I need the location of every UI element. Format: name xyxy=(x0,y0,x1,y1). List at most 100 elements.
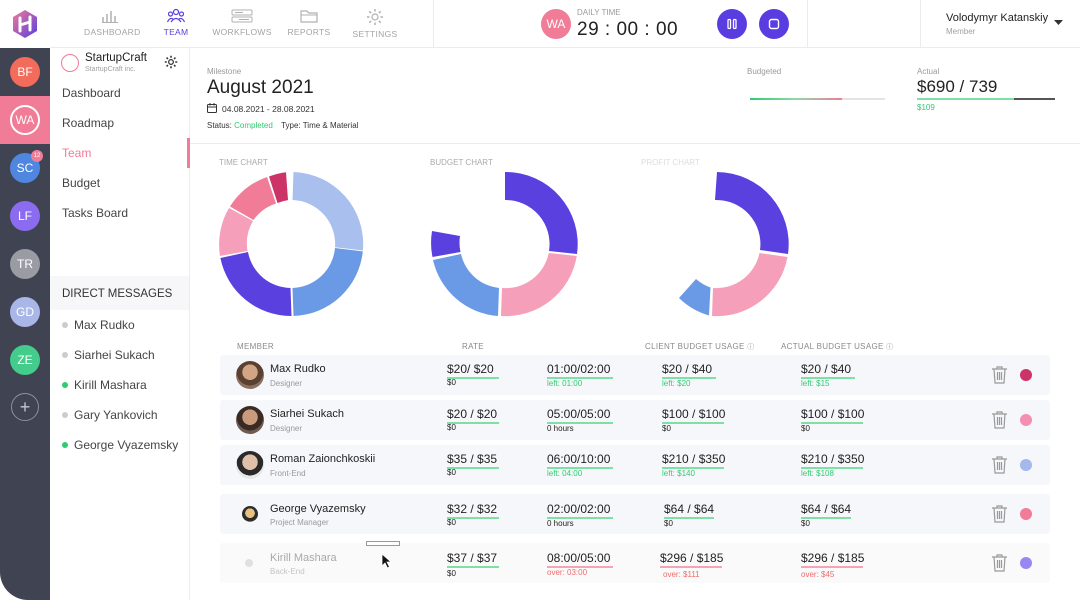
col-header-actual-budget: ACTUAL BUDGET USAGE ⓘ xyxy=(781,342,893,352)
workspace-avatar-tr[interactable]: TR xyxy=(10,249,40,279)
member-name: Kirill Mashara xyxy=(270,552,337,564)
pause-button[interactable] xyxy=(717,9,747,39)
rate-underline xyxy=(447,377,499,379)
time-slice xyxy=(220,252,292,317)
actual-budget-value: $64 / $64 xyxy=(801,502,852,516)
nav-label: DASHBOARD xyxy=(84,27,141,37)
table-row[interactable]: Kirill Mashara Back-End $37 / $37 $0 08:… xyxy=(220,541,1050,583)
notification-badge: 12 xyxy=(31,150,43,162)
nav-workflows[interactable]: WORKFLOWS xyxy=(212,8,272,37)
presence-dot xyxy=(62,322,68,328)
timer-value: 29 : 00 : 00 xyxy=(577,19,679,40)
time-underline xyxy=(547,467,613,469)
rate-underline xyxy=(447,566,499,568)
trash-icon[interactable] xyxy=(991,366,1008,384)
workspace-avatar-lf[interactable]: LF xyxy=(10,201,40,231)
nav-reports[interactable]: REPORTS xyxy=(286,8,332,37)
time-value: 01:00/02:00 xyxy=(547,362,611,376)
nav-team[interactable]: TEAM xyxy=(158,8,194,37)
nav-label: TEAM xyxy=(163,27,189,37)
time-slice xyxy=(292,248,363,316)
info-icon[interactable]: ⓘ xyxy=(747,344,755,351)
col-header-rate: RATE xyxy=(462,342,484,351)
avatar-initials: LF xyxy=(17,209,32,223)
table-row[interactable]: Roman Zaionchkoskii Front-End $35 / $35 … xyxy=(220,445,1050,485)
divider xyxy=(190,143,1080,144)
member-name: Roman Zaionchkoskii xyxy=(270,453,376,465)
app-logo[interactable] xyxy=(0,0,50,48)
divider xyxy=(433,0,434,48)
time-sub: left: 01:00 xyxy=(547,379,583,388)
dm-item[interactable]: Gary Yankovich xyxy=(62,408,158,422)
info-icon[interactable]: ⓘ xyxy=(886,344,894,351)
chevron-down-icon[interactable] xyxy=(1054,20,1063,26)
actual-budget-value: $210 / $350 xyxy=(801,452,865,466)
add-workspace-button[interactable]: + xyxy=(11,393,39,421)
trash-icon[interactable] xyxy=(991,554,1008,572)
gear-icon[interactable] xyxy=(164,55,178,69)
dm-item[interactable]: George Vyazemsky xyxy=(62,438,178,452)
workspace-avatar-ze[interactable]: ZE xyxy=(10,345,40,375)
dm-item[interactable]: Siarhei Sukach xyxy=(62,348,155,362)
workspace-avatar-wa[interactable]: WA xyxy=(10,105,40,135)
client-underline xyxy=(662,377,716,379)
dm-item[interactable]: Max Rudko xyxy=(62,318,135,332)
sidebar-item-budget[interactable]: Budget xyxy=(62,176,101,190)
profit-slice xyxy=(679,279,711,316)
actual-underline xyxy=(801,467,863,469)
col-header-label: ACTUAL BUDGET USAGE xyxy=(781,342,884,351)
member-avatar xyxy=(245,559,253,567)
workspace-avatar-sc[interactable]: SC 12 xyxy=(10,150,43,183)
bar-chart-icon xyxy=(102,11,118,23)
trash-icon[interactable] xyxy=(991,505,1008,523)
rate-value: $20/ $20 xyxy=(447,362,494,376)
presence-dot xyxy=(62,382,68,388)
budget-chart-title: BUDGET CHART xyxy=(430,158,493,167)
profit-slice xyxy=(712,253,788,317)
time-underline xyxy=(547,566,613,568)
client-underline xyxy=(664,517,714,519)
nav-settings[interactable]: SETTINGS xyxy=(350,8,400,39)
table-row[interactable]: George Vyazemsky Project Manager $32 / $… xyxy=(220,494,1050,534)
rate-underline xyxy=(447,517,499,519)
client-budget-sub: over: $111 xyxy=(663,570,700,579)
milestone-label: Milestone xyxy=(207,67,242,76)
trash-icon[interactable] xyxy=(991,456,1008,474)
divider xyxy=(920,0,921,48)
project-name[interactable]: StartupCraft xyxy=(85,52,147,64)
sidebar-item-dashboard[interactable]: Dashboard xyxy=(62,86,121,100)
rate-value: $32 / $32 xyxy=(447,502,498,516)
actual-label: Actual xyxy=(917,67,940,76)
rate-sub: $0 xyxy=(447,569,456,578)
dm-name: Gary Yankovich xyxy=(74,408,158,422)
time-slice xyxy=(219,208,253,256)
client-underline xyxy=(660,566,722,568)
sidebar-item-tasks-board[interactable]: Tasks Board xyxy=(62,206,129,220)
budgeted-bar xyxy=(750,98,842,100)
sidebar-item-team[interactable]: Team xyxy=(62,146,92,160)
tooltip xyxy=(366,541,400,546)
workspace-avatar-bf[interactable]: BF xyxy=(10,57,40,87)
time-donut-chart xyxy=(219,172,364,317)
budget-slice xyxy=(433,254,499,316)
user-name[interactable]: Volodymyr Katanskiy xyxy=(946,12,1049,24)
trash-icon[interactable] xyxy=(991,411,1008,429)
sidebar-item-roadmap[interactable]: Roadmap xyxy=(62,116,115,130)
table-row[interactable]: Max Rudko Designer $20/ $20 $0 01:00/02:… xyxy=(220,355,1050,395)
nav-dashboard[interactable]: DASHBOARD xyxy=(84,8,140,37)
stop-button[interactable] xyxy=(759,9,789,39)
member-role: Front-End xyxy=(270,469,306,478)
gear-icon xyxy=(367,9,383,25)
user-role: Member xyxy=(946,27,976,36)
dm-item[interactable]: Kirill Mashara xyxy=(62,378,147,392)
actual-budget-sub: $0 xyxy=(801,424,810,433)
table-row[interactable]: Siarhei Sukach Designer $20 / $20 $0 05:… xyxy=(220,400,1050,440)
member-color-dot xyxy=(1020,459,1032,471)
workspace-avatar-gd[interactable]: GD xyxy=(10,297,40,327)
client-budget-value: $20 / $40 xyxy=(662,362,713,376)
divider xyxy=(807,0,808,48)
avatar-initials: BF xyxy=(17,65,33,79)
logo-icon xyxy=(13,10,37,38)
time-slice xyxy=(269,172,288,203)
